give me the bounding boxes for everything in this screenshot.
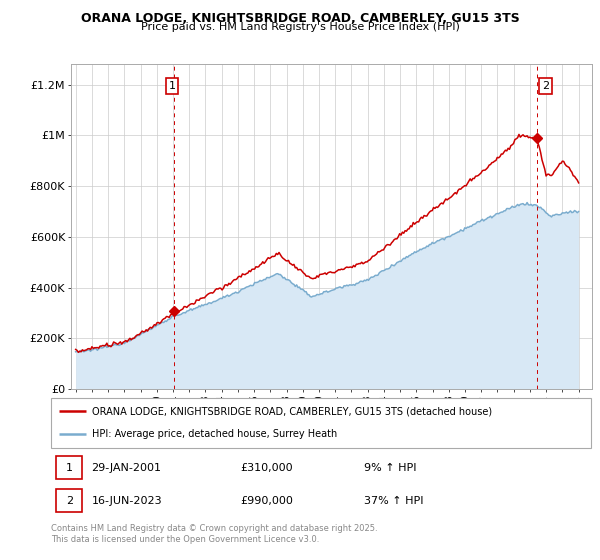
Text: ORANA LODGE, KNIGHTSBRIDGE ROAD, CAMBERLEY, GU15 3TS (detached house): ORANA LODGE, KNIGHTSBRIDGE ROAD, CAMBERL… — [91, 406, 491, 416]
Bar — [56, 456, 82, 479]
Bar — [56, 489, 82, 512]
Text: ORANA LODGE, KNIGHTSBRIDGE ROAD, CAMBERLEY, GU15 3TS: ORANA LODGE, KNIGHTSBRIDGE ROAD, CAMBERL… — [80, 12, 520, 25]
Text: £310,000: £310,000 — [240, 463, 293, 473]
Text: 1: 1 — [169, 81, 175, 91]
Text: 9% ↑ HPI: 9% ↑ HPI — [364, 463, 416, 473]
Text: 1: 1 — [66, 463, 73, 473]
Text: Contains HM Land Registry data © Crown copyright and database right 2025.
This d: Contains HM Land Registry data © Crown c… — [51, 524, 377, 544]
Text: 29-JAN-2001: 29-JAN-2001 — [91, 463, 161, 473]
Text: 37% ↑ HPI: 37% ↑ HPI — [364, 496, 424, 506]
Text: 2: 2 — [66, 496, 73, 506]
Text: HPI: Average price, detached house, Surrey Heath: HPI: Average price, detached house, Surr… — [91, 430, 337, 440]
Text: 16-JUN-2023: 16-JUN-2023 — [91, 496, 162, 506]
Text: £990,000: £990,000 — [240, 496, 293, 506]
Text: Price paid vs. HM Land Registry's House Price Index (HPI): Price paid vs. HM Land Registry's House … — [140, 22, 460, 32]
Text: 2: 2 — [542, 81, 549, 91]
